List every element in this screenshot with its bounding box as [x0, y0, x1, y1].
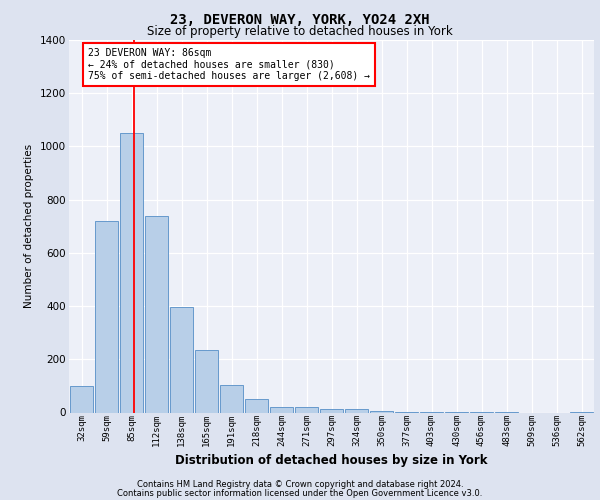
- Bar: [195, 350, 218, 412]
- Bar: [70, 386, 93, 412]
- Text: 23 DEVERON WAY: 86sqm
← 24% of detached houses are smaller (830)
75% of semi-det: 23 DEVERON WAY: 86sqm ← 24% of detached …: [88, 48, 370, 81]
- Text: Size of property relative to detached houses in York: Size of property relative to detached ho…: [147, 25, 453, 38]
- X-axis label: Distribution of detached houses by size in York: Distribution of detached houses by size …: [175, 454, 488, 468]
- Bar: [170, 308, 193, 412]
- Bar: [295, 406, 318, 412]
- Bar: [320, 408, 343, 412]
- Text: 23, DEVERON WAY, YORK, YO24 2XH: 23, DEVERON WAY, YORK, YO24 2XH: [170, 12, 430, 26]
- Bar: [370, 411, 393, 412]
- Bar: [345, 408, 368, 412]
- Text: Contains HM Land Registry data © Crown copyright and database right 2024.: Contains HM Land Registry data © Crown c…: [137, 480, 463, 489]
- Bar: [245, 399, 268, 412]
- Bar: [120, 133, 143, 412]
- Text: Contains public sector information licensed under the Open Government Licence v3: Contains public sector information licen…: [118, 488, 482, 498]
- Bar: [145, 216, 168, 412]
- Y-axis label: Number of detached properties: Number of detached properties: [25, 144, 34, 308]
- Bar: [220, 384, 243, 412]
- Bar: [95, 221, 118, 412]
- Bar: [270, 406, 293, 412]
